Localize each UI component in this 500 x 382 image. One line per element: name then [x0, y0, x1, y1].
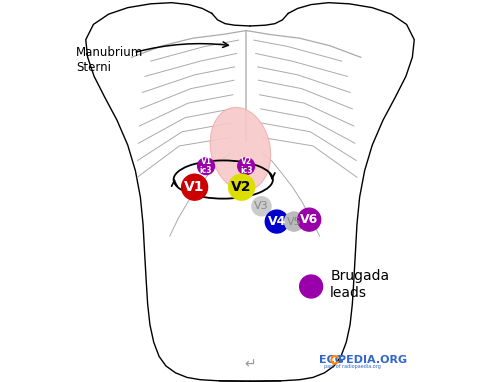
Circle shape: [298, 208, 320, 231]
Circle shape: [228, 174, 254, 200]
Text: V1
ic3: V1 ic3: [200, 157, 212, 175]
Text: V1: V1: [184, 180, 205, 194]
Text: Manubrium
Sterni: Manubrium Sterni: [76, 46, 144, 74]
Ellipse shape: [210, 107, 270, 191]
Text: part of radiopaedia.org: part of radiopaedia.org: [324, 364, 382, 369]
Circle shape: [198, 158, 214, 175]
Text: V4: V4: [268, 215, 286, 228]
Circle shape: [266, 210, 288, 233]
Circle shape: [182, 174, 208, 200]
Circle shape: [300, 275, 322, 298]
Text: V6: V6: [300, 213, 318, 226]
Text: ↵: ↵: [244, 358, 256, 372]
Text: V3: V3: [254, 201, 269, 211]
Text: V5: V5: [286, 217, 301, 227]
Text: V2
ic3: V2 ic3: [240, 157, 252, 175]
Text: Brugada
leads: Brugada leads: [330, 269, 390, 300]
Text: PEDIA.ORG: PEDIA.ORG: [338, 355, 407, 365]
Circle shape: [284, 212, 304, 231]
Text: ECG: ECG: [319, 355, 344, 365]
Text: V2: V2: [232, 180, 252, 194]
Circle shape: [252, 197, 271, 216]
Circle shape: [238, 158, 254, 175]
